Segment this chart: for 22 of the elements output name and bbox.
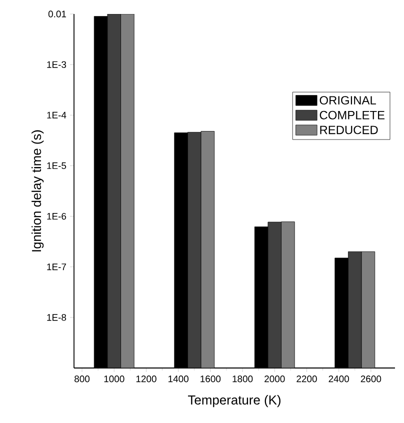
y-tick-label: 1E-7	[47, 264, 66, 270]
y-tick-label: 1E-6	[47, 212, 66, 220]
y-tick-label: 1E-4	[47, 112, 66, 118]
y-axis-title: Ignition delay time (s)	[32, 130, 44, 252]
y-tick-label: 1E-8	[47, 314, 66, 321]
x-tick-label: 1400	[168, 376, 188, 382]
x-tick-label: 1600	[200, 376, 221, 382]
x-axis-title: Temperature (K)	[188, 395, 280, 408]
x-tick-label: 1800	[232, 376, 253, 382]
x-tick-label: 800	[74, 376, 90, 382]
y-tick-label: 1E-5	[47, 162, 66, 170]
x-tick-label: 2400	[328, 376, 349, 382]
legend-label: ORIGINAL	[320, 96, 376, 105]
y-tick-label: 1E-3	[47, 61, 66, 68]
x-tick-label: 1200	[136, 376, 156, 382]
x-tick-label: 1000	[104, 376, 124, 382]
x-tick-label: 2000	[264, 376, 285, 382]
legend-label: COMPLETE	[320, 110, 384, 120]
y-tick-label: 0.01	[48, 10, 66, 18]
legend-label: REDUCED	[320, 126, 378, 134]
x-tick-label: 2200	[296, 376, 317, 382]
x-tick-label: 2600	[360, 376, 382, 382]
